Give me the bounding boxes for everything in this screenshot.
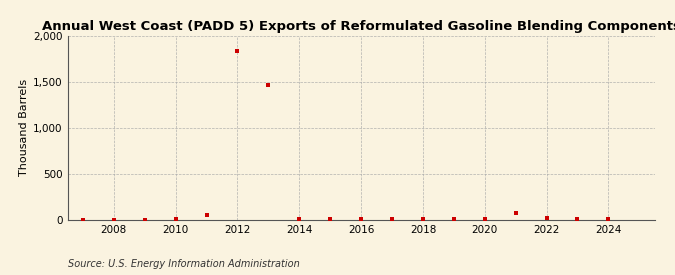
Point [479,216,490,221]
Text: Source: U.S. Energy Information Administration: Source: U.S. Energy Information Administ… [68,259,299,269]
Point [294,217,304,221]
Point [603,217,614,221]
Point [387,217,398,221]
Point [78,218,88,222]
Point [541,216,552,220]
Point [139,218,150,222]
Point [325,217,335,221]
Y-axis label: Thousand Barrels: Thousand Barrels [19,79,29,177]
Point [510,211,521,215]
Point [418,216,429,221]
Point [201,213,212,217]
Point [232,49,243,53]
Title: Annual West Coast (PADD 5) Exports of Reformulated Gasoline Blending Components: Annual West Coast (PADD 5) Exports of Re… [42,20,675,33]
Point [170,217,181,222]
Point [356,217,367,221]
Point [263,83,274,88]
Point [572,216,583,221]
Point [448,216,459,221]
Point [109,218,119,222]
